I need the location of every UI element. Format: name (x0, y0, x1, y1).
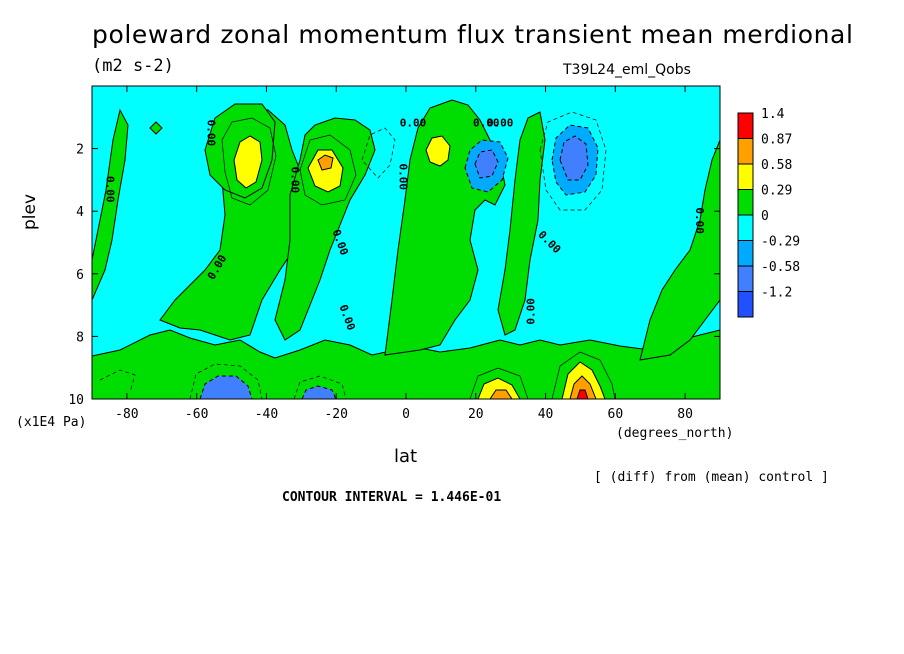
x-ticks: -80 -60 -40 -20 0 20 40 60 80 (115, 86, 693, 422)
contour-b (299, 134, 357, 206)
contour-c (361, 127, 396, 179)
colorbar-swatch (737, 240, 754, 267)
colorbar: 1.4 0.87 0.58 0.29 0 -0.29 -0.58 -1.2 (737, 107, 800, 318)
y-tick-label: 2 (76, 143, 84, 158)
region-column-south-inner (274, 117, 376, 341)
x-tick-label: 20 (468, 407, 484, 422)
min-north-48-inner (559, 135, 589, 181)
max-surface-25 (477, 377, 521, 399)
colorbar-label: 0.87 (761, 133, 792, 148)
max-orange-surface-48 (569, 375, 597, 399)
orange-maxima (317, 154, 597, 399)
min-surface-25 (301, 385, 337, 399)
contour-e (99, 369, 136, 393)
y-tick-label: 6 (76, 268, 84, 283)
x-tick-label: -60 (185, 407, 208, 422)
contour-label: 0.00 (525, 298, 538, 325)
max-orange-surface-25 (489, 389, 513, 399)
x-tick-label: -40 (255, 407, 278, 422)
blue-minima (199, 124, 599, 399)
x-tick-label: -20 (324, 407, 347, 422)
plot-area (92, 86, 720, 399)
contour-label: 0.00 (487, 117, 514, 130)
region-right-green (639, 139, 720, 361)
run-label: T39L24_eml_Qobs (563, 62, 691, 78)
max-orange-south-21 (317, 154, 334, 171)
x-tick-label: -80 (115, 407, 138, 422)
region-green-speck (149, 121, 163, 135)
contour-label: 0.00 (103, 176, 116, 203)
max-south-45 (233, 135, 263, 189)
units-label: (m2 s-2) (92, 56, 174, 76)
contour-label: 0.00 (288, 167, 301, 194)
contour-h (469, 367, 529, 399)
max-equator-9 (425, 135, 451, 167)
region-column-north (497, 111, 546, 336)
colorbar-label: 0 (761, 209, 769, 224)
contour-a (221, 117, 277, 206)
colorbar-label: 0.58 (761, 158, 792, 173)
x-tick-label: 0 (402, 407, 410, 422)
colorbar-label: -0.29 (761, 235, 800, 250)
x-axis-units: (degrees_north) (616, 426, 734, 441)
region-column-south-mid (159, 107, 311, 341)
colorbar-swatch (737, 214, 754, 241)
colorbar-label: 1.4 (761, 107, 785, 122)
y-tick-label: 10 (68, 393, 84, 408)
colorbar-swatch (737, 265, 754, 292)
contour-g (293, 375, 347, 399)
x-tick-label: 60 (608, 407, 624, 422)
x-axis-label: lat (394, 446, 418, 467)
colorbar-swatch (737, 291, 754, 318)
contour-interval: CONTOUR INTERVAL = 1.446E-01 (282, 490, 502, 505)
colorbar-label: -0.58 (761, 260, 800, 275)
region-left-column (92, 108, 129, 301)
colorbar-swatch (737, 112, 754, 139)
colorbar-label: -1.2 (761, 286, 792, 301)
contour-label: 0.00 (397, 164, 410, 191)
x-tick-label: 40 (538, 407, 554, 422)
colorbar-swatch (737, 189, 754, 216)
contour-label: 0.00 (693, 207, 706, 234)
contour-label: 0.00 (400, 117, 427, 130)
contour-d (539, 111, 607, 211)
max-red-surface-48 (576, 389, 589, 399)
chart-title: poleward zonal momentum flux transient m… (92, 20, 854, 49)
min-surface-49 (199, 375, 253, 399)
diff-note: [ (diff) from (mean) control ] (594, 470, 829, 485)
contour-label: 0.00 (205, 120, 218, 147)
max-south-21 (307, 149, 344, 193)
y-ticks: 2 4 6 8 10 (68, 143, 720, 408)
colorbar-swatch (737, 163, 754, 190)
y-tick-label: 8 (76, 330, 84, 345)
contour-f (189, 363, 263, 399)
y-axis-units: (x1E4 Pa) (16, 415, 87, 430)
colorbar-swatch (737, 138, 754, 165)
x-tick-label: 80 (677, 407, 693, 422)
colorbar-label: 0.29 (761, 184, 792, 199)
contour-label: 0.00 (473, 117, 500, 130)
y-tick-label: 4 (76, 205, 84, 220)
contour-i (551, 351, 616, 399)
min-north-23-inner (474, 149, 499, 179)
thin-contours (99, 111, 616, 399)
